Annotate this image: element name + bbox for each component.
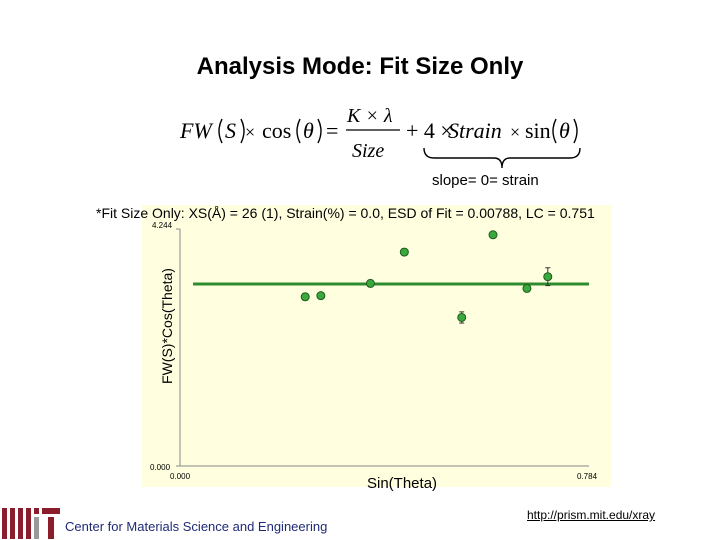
formula-s: S <box>225 118 236 143</box>
right-paren-3 <box>573 118 578 144</box>
left-paren-1 <box>218 118 223 144</box>
data-point-5 <box>457 312 467 322</box>
left-paren-3 <box>552 118 557 144</box>
x-tick-min: 0.000 <box>170 472 191 481</box>
formula-theta-1: θ <box>303 118 314 143</box>
data-point-4 <box>399 247 409 257</box>
slide-title: Analysis Mode: Fit Size Only <box>196 53 524 80</box>
y-tick-max: 4.244 <box>152 221 173 230</box>
formula-plus-4: + 4 × <box>406 118 453 143</box>
data-point-7 <box>522 283 532 293</box>
right-paren-1 <box>240 118 245 144</box>
size-strain-equation: FW S × cos θ = K × λ Size + 4 × Strain ×… <box>179 105 578 162</box>
left-paren-2 <box>296 118 301 144</box>
mit-logo-icon <box>2 508 60 539</box>
data-point-3 <box>365 278 375 288</box>
slope-note: slope= 0= strain <box>432 172 539 189</box>
data-points <box>300 230 553 324</box>
x-tick-max: 0.784 <box>577 472 598 481</box>
footer-center-name: Center for Materials Science and Enginee… <box>65 519 328 534</box>
right-paren-2 <box>317 118 322 144</box>
formula-fw: FW <box>179 118 213 143</box>
data-point-8 <box>543 272 553 282</box>
y-tick-min: 0.000 <box>150 463 171 472</box>
formula-times-2: × <box>510 122 520 142</box>
scatter-plot <box>176 228 589 467</box>
formula-times-1: × <box>245 122 255 142</box>
formula-k-lambda: K × λ <box>346 105 393 127</box>
formula-strain: Strain <box>448 118 502 143</box>
formula-sin: sin <box>525 118 551 143</box>
x-axis-label: Sin(Theta) <box>367 475 438 492</box>
formula-equals: = <box>326 118 338 143</box>
formula-cos: cos <box>262 118 291 143</box>
formula-size: Size <box>352 140 384 162</box>
plot-background <box>142 205 611 487</box>
data-point-2 <box>316 291 326 301</box>
footer-url-link[interactable]: http://prism.mit.edu/xray <box>527 508 656 522</box>
data-point-6 <box>488 230 498 240</box>
fit-results-caption: *Fit Size Only: XS(Å) = 26 (1), Strain(%… <box>96 205 595 221</box>
axes <box>176 228 589 467</box>
strain-term-brace <box>423 147 581 169</box>
data-point-1 <box>300 292 310 302</box>
formula-theta-2: θ <box>559 118 570 143</box>
y-axis-label: FW(S)*Cos(Theta) <box>159 268 175 384</box>
